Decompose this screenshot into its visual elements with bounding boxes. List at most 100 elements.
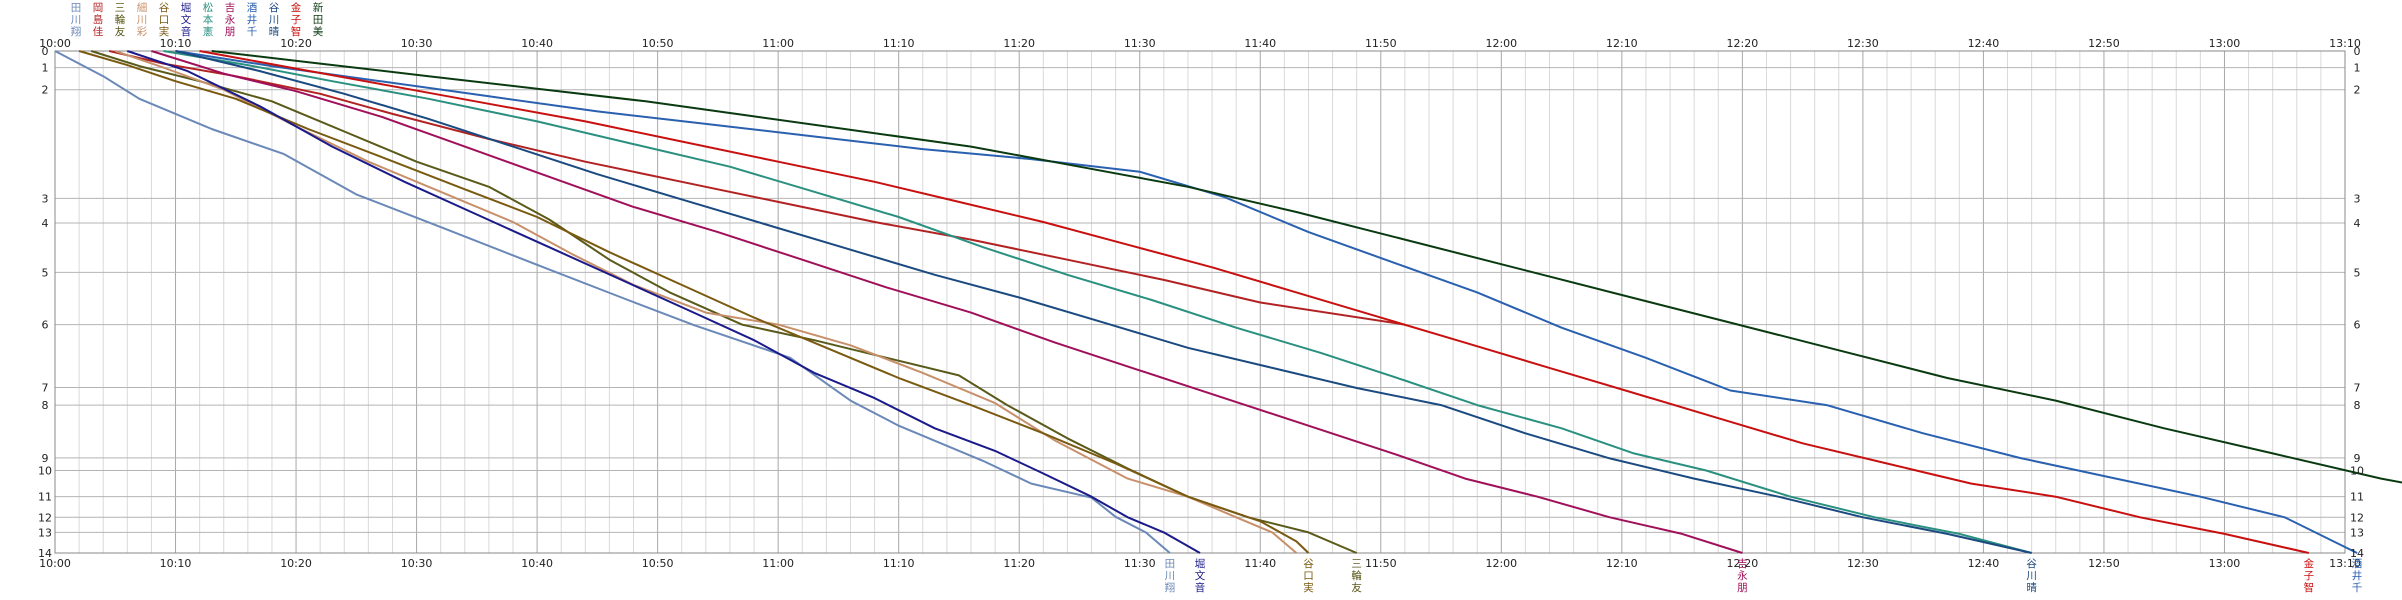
series-lines [54, 50, 2402, 554]
legend-name-char: 酒 [247, 1, 258, 14]
time-tick-label: 11:50 [1365, 37, 1397, 50]
legend-name-char: 堀 [181, 2, 192, 14]
end-label-char: 吉 [1737, 558, 1748, 570]
station-tick-label: 11 [2350, 491, 2364, 504]
time-tick-label: 10:10 [160, 557, 192, 570]
station-tick-label: 11 [38, 491, 52, 504]
legend-name-char: 千 [247, 26, 258, 38]
series-line [211, 50, 2402, 484]
time-tick-label: 13:10 [2329, 557, 2361, 570]
end-label-char: 田 [1165, 558, 1176, 570]
end-label-char: 輪 [1351, 569, 1362, 582]
station-tick-label: 14 [2350, 547, 2364, 560]
end-labels: 田川翔三輪友谷口実堀文音吉永朋酒井千谷川晴金子智新田美 [1165, 557, 2363, 594]
end-label-char: 智 [2304, 581, 2315, 594]
end-label-char: 文 [1195, 569, 1206, 582]
time-tick-label: 11:10 [883, 37, 915, 50]
legend-name-char: 細 [137, 1, 148, 14]
time-tick-label: 10:40 [521, 557, 553, 570]
time-tick-label: 11:30 [1124, 557, 1156, 570]
series-line [163, 50, 2032, 554]
legend-name-char: 島 [93, 13, 104, 26]
station-tick-label: 0 [42, 45, 49, 58]
time-tick-label: 11:10 [883, 557, 915, 570]
end-label-char: 友 [1351, 581, 1362, 594]
series-line [199, 50, 2310, 554]
station-tick-label: 13 [38, 526, 52, 539]
time-tick-label: 11:20 [1003, 557, 1035, 570]
legend-name-char: 松 [203, 1, 214, 14]
station-tick-label: 6 [2354, 319, 2361, 332]
station-tick-label: 10 [38, 465, 52, 478]
time-tick-label: 11:50 [1365, 557, 1397, 570]
station-tick-label: 8 [2354, 399, 2361, 412]
legend-name-char: 井 [247, 13, 258, 26]
time-tick-label: 12:50 [2088, 557, 2120, 570]
legend-name-char: 文 [181, 13, 192, 26]
station-tick-label: 10 [2350, 465, 2364, 478]
end-label-char: 朋 [1737, 582, 1748, 594]
legend-name-char: 本 [203, 13, 214, 26]
plot-border [54, 50, 2346, 554]
legend-name-char: 佳 [93, 25, 104, 38]
station-tick-label: 12 [2350, 511, 2364, 524]
time-tick-label: 10:50 [642, 557, 674, 570]
end-label-char: 三 [1351, 558, 1362, 570]
end-label-char: 実 [1303, 581, 1314, 594]
station-tick-label: 7 [2354, 382, 2361, 395]
series-line [78, 50, 1310, 554]
legend-name-char: 輪 [115, 13, 126, 26]
station-tick-label: 2 [42, 84, 49, 97]
station-tick-label: 9 [42, 452, 49, 465]
station-tick-label: 2 [2354, 84, 2361, 97]
legend-name-char: 新 [313, 1, 324, 14]
station-tick-label: 7 [42, 382, 49, 395]
time-tick-label: 11:00 [762, 557, 794, 570]
station-tick-label: 4 [42, 217, 49, 230]
end-label-char: 井 [2352, 569, 2363, 582]
time-tick-label: 10:30 [401, 37, 433, 50]
time-tick-label: 12:30 [1847, 37, 1879, 50]
time-tick-labels: 10:00 10:00 10:10 10:10 10:20 10:20 10:30 10:30… [39, 37, 2361, 570]
end-label-char: 晴 [2026, 581, 2037, 594]
time-tick-label: 12:00 [1485, 557, 1517, 570]
end-label-char: 千 [2352, 582, 2363, 594]
time-tick-label: 11:20 [1003, 37, 1035, 50]
end-label-char: 金 [2304, 557, 2315, 570]
time-tick-label: 10:20 [280, 37, 312, 50]
legend-name-char: 川 [137, 14, 148, 26]
legend-name-char: 友 [115, 25, 126, 38]
legend-name-char: 美 [313, 25, 324, 38]
time-tick-label: 12:10 [1606, 557, 1638, 570]
time-tick-label: 11:40 [1244, 37, 1276, 50]
station-tick-label: 4 [2354, 217, 2361, 230]
time-tick-label: 12:50 [2088, 37, 2120, 50]
series-line [175, 50, 2032, 554]
station-tick-label: 1 [2354, 62, 2361, 75]
time-tick-label: 12:30 [1847, 557, 1879, 570]
time-tick-label: 12:20 [1727, 557, 1759, 570]
station-tick-label: 9 [2354, 452, 2361, 465]
legend-name-char: 永 [225, 13, 236, 26]
time-tick-label: 10:10 [160, 37, 192, 50]
legend-name-char: 田 [313, 14, 324, 26]
time-tick-label: 10:40 [521, 37, 553, 50]
time-tick-label: 12:20 [1727, 37, 1759, 50]
legend-name-char: 口 [159, 14, 170, 26]
legend-name-char: 岡 [93, 2, 104, 14]
station-tick-label: 14 [38, 547, 52, 560]
legend-name-char: 音 [181, 25, 192, 38]
time-tick-label: 10:00 [39, 37, 71, 50]
station-tick-label: 1 [42, 62, 49, 75]
time-tick-label: 12:00 [1485, 37, 1517, 50]
station-tick-label: 6 [42, 319, 49, 332]
series-line [175, 50, 2358, 554]
time-tick-label: 13:00 [2209, 557, 2241, 570]
legend-name-char: 翔 [71, 25, 82, 38]
legend-name-char: 川 [71, 14, 82, 26]
station-tick-label: 3 [2354, 192, 2361, 205]
legend-name-char: 彩 [137, 26, 148, 38]
